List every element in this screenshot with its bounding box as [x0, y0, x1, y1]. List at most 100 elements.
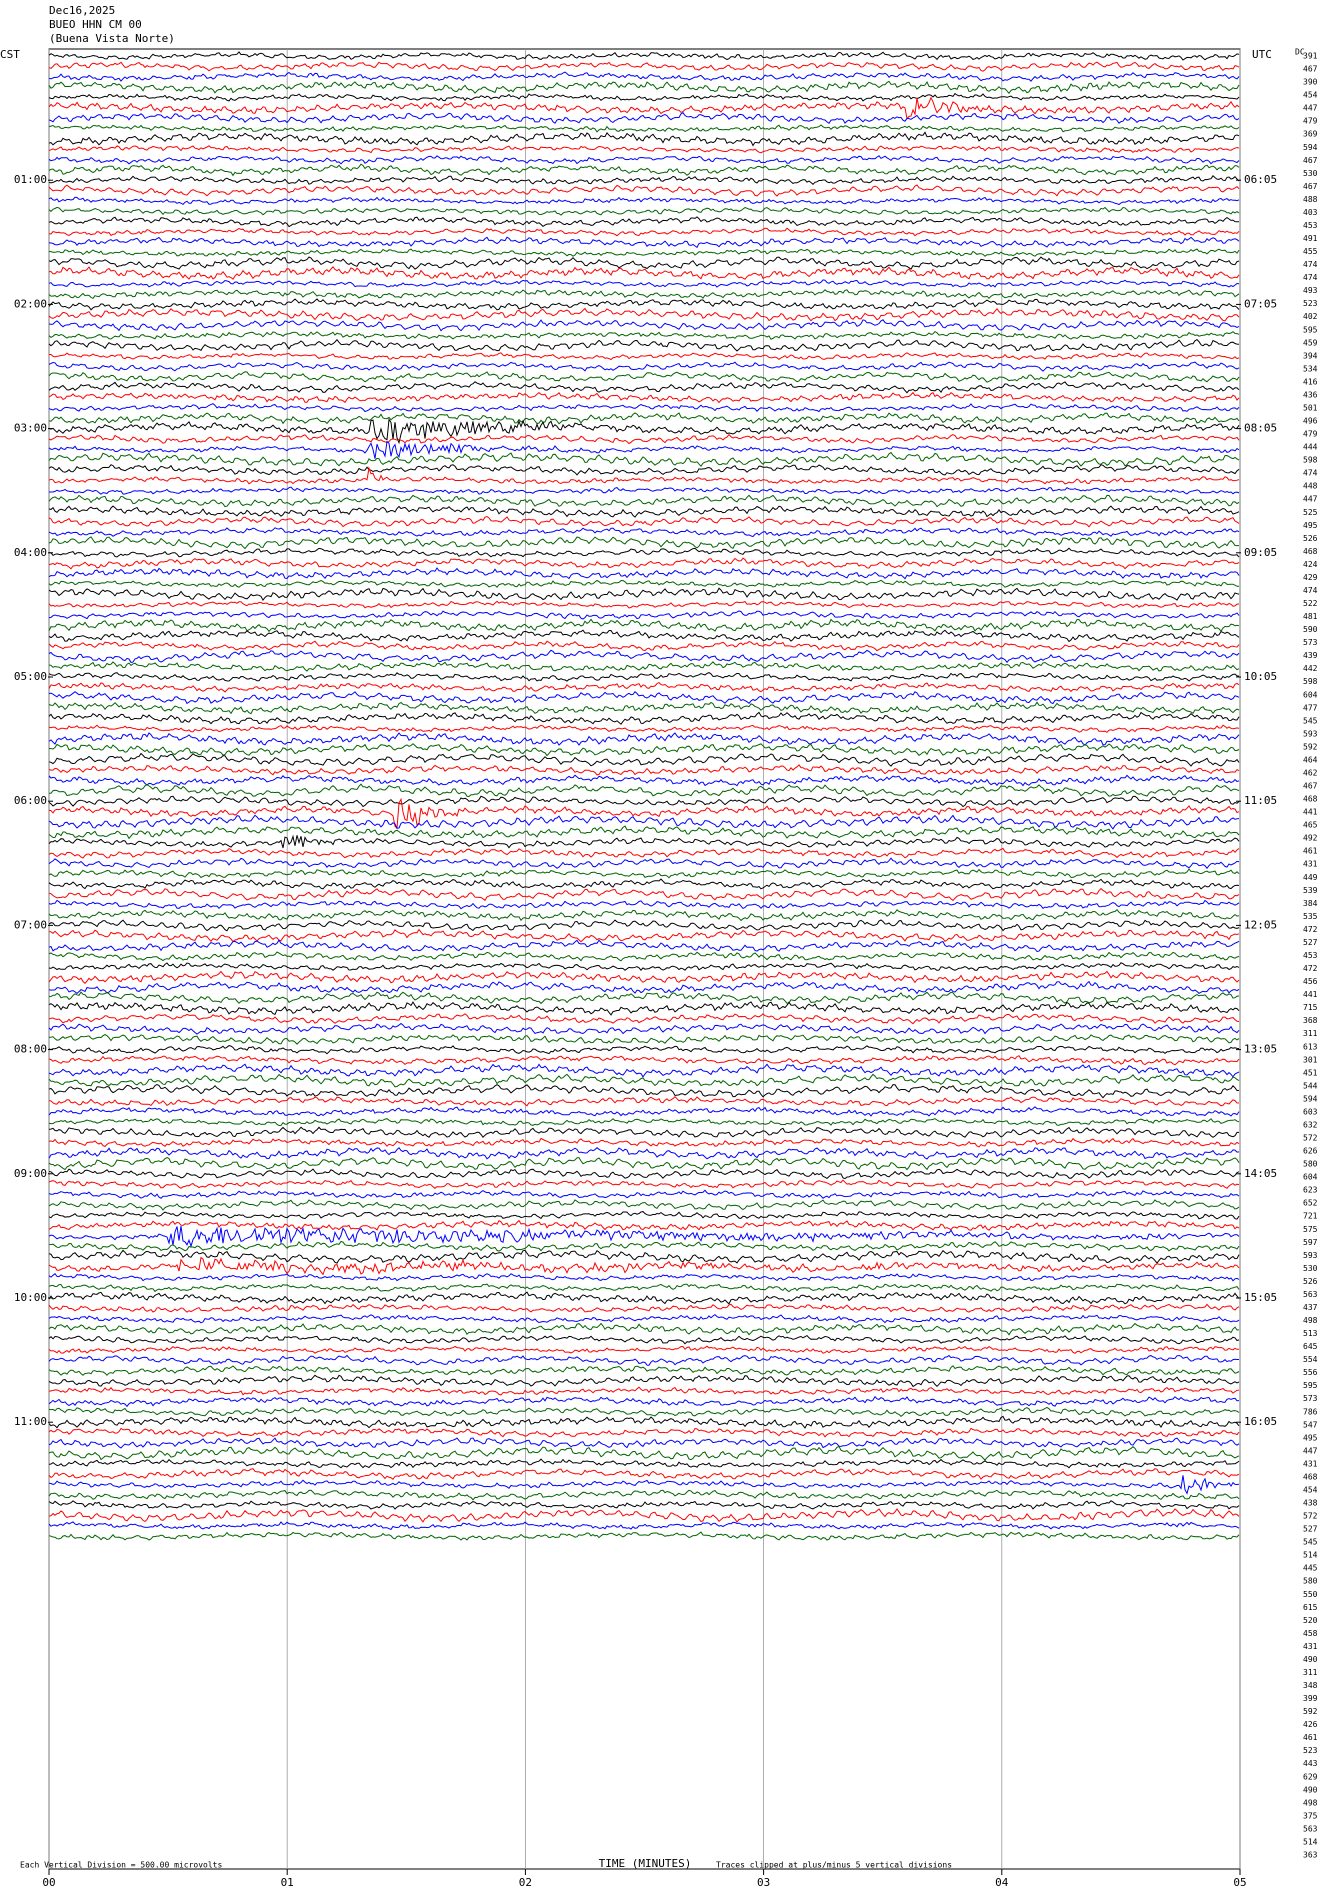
trace	[48, 361, 1240, 372]
right-time-label: 09:05	[1244, 546, 1277, 559]
trace	[48, 1365, 1240, 1376]
dc-value: 394	[1303, 351, 1318, 360]
trace	[48, 319, 1240, 332]
trace	[48, 175, 1240, 185]
traces	[48, 51, 1240, 1541]
dc-value: 456	[1303, 977, 1318, 986]
dc-value: 496	[1303, 417, 1318, 426]
trace	[48, 1406, 1240, 1417]
dc-value: 527	[1303, 938, 1318, 947]
trace	[48, 732, 1240, 746]
dc-value: 530	[1303, 169, 1318, 178]
dc-value: 573	[1303, 1394, 1318, 1403]
trace	[48, 1508, 1240, 1523]
dc-value: 593	[1303, 1251, 1318, 1260]
trace	[48, 61, 1240, 72]
trace	[48, 557, 1240, 570]
trace	[48, 1034, 1240, 1045]
dc-value: 547	[1303, 1420, 1318, 1429]
dc-value: 472	[1303, 925, 1318, 934]
dc-value: 786	[1303, 1407, 1318, 1416]
dc-value: 431	[1303, 1459, 1318, 1468]
x-tick-label: 05	[1233, 1876, 1246, 1889]
dc-value: 416	[1303, 377, 1318, 386]
trace	[48, 451, 1240, 467]
dc-value: 550	[1303, 1590, 1318, 1599]
left-time-label: 10:00	[14, 1291, 47, 1304]
dc-value: 603	[1303, 1107, 1318, 1116]
x-tick-label: 02	[519, 1876, 532, 1889]
dc-value: 468	[1303, 795, 1318, 804]
trace	[48, 403, 1240, 413]
dc-value: 368	[1303, 1016, 1318, 1025]
trace	[48, 825, 1240, 840]
dc-value: 474	[1303, 260, 1318, 269]
trace	[48, 391, 1240, 404]
x-tick-label: 04	[995, 1876, 1009, 1889]
trace	[48, 878, 1240, 890]
dc-value: 438	[1303, 1499, 1318, 1508]
dc-value: 468	[1303, 1472, 1318, 1481]
trace	[48, 298, 1240, 311]
trace	[48, 1475, 1240, 1495]
left-time-label: 07:00	[14, 918, 47, 931]
dc-value: 468	[1303, 547, 1318, 556]
dc-value: 522	[1303, 599, 1318, 608]
trace	[48, 1219, 1240, 1231]
dc-value: 461	[1303, 1733, 1318, 1742]
left-time-label: 02:00	[14, 297, 47, 310]
right-time-label: 13:05	[1244, 1043, 1277, 1056]
left-time-label: 04:00	[14, 546, 47, 559]
trace	[48, 814, 1240, 830]
x-tick-label: 03	[757, 1876, 770, 1889]
trace	[48, 1437, 1240, 1449]
right-time-label: 06:05	[1244, 173, 1277, 186]
dc-value: 453	[1303, 221, 1318, 230]
trace	[48, 795, 1240, 808]
dc-value: 472	[1303, 964, 1318, 973]
dc-value: 523	[1303, 299, 1318, 308]
trace	[48, 51, 1240, 61]
trace	[48, 124, 1240, 133]
trace	[48, 1055, 1240, 1066]
right-time-label: 10:05	[1244, 670, 1277, 683]
dc-value: 513	[1303, 1329, 1318, 1338]
right-title: UTC	[1252, 48, 1272, 61]
trace	[48, 248, 1240, 257]
dc-value: 399	[1303, 1694, 1318, 1703]
dc-value: 530	[1303, 1264, 1318, 1273]
left-time-label: 06:00	[14, 794, 47, 807]
dc-value: 481	[1303, 612, 1318, 621]
dc-value: 447	[1303, 104, 1318, 113]
dc-value: 436	[1303, 390, 1318, 399]
dc-value: 458	[1303, 1629, 1318, 1638]
trace	[48, 970, 1240, 985]
dc-value: 598	[1303, 677, 1318, 686]
trace	[48, 1146, 1240, 1160]
trace	[48, 289, 1240, 300]
dc-value: 467	[1303, 65, 1318, 74]
trace	[48, 1521, 1240, 1531]
trace	[48, 1189, 1240, 1199]
dc-value: 445	[1303, 1564, 1318, 1573]
dc-value: 626	[1303, 1147, 1318, 1156]
x-tick-label: 00	[42, 1876, 55, 1889]
dc-value: 441	[1303, 990, 1318, 999]
trace	[48, 1374, 1240, 1388]
right-time-label: 07:05	[1244, 297, 1277, 310]
trace	[48, 515, 1240, 528]
trace	[48, 1073, 1240, 1088]
trace	[48, 1063, 1240, 1078]
trace	[48, 618, 1240, 633]
trace	[48, 1345, 1239, 1354]
scale-note: Each Vertical Division = 500.00 microvol…	[20, 1861, 222, 1870]
trace	[48, 1157, 1240, 1171]
dc-value: 563	[1303, 1824, 1318, 1833]
location: (Buena Vista Norte)	[49, 32, 175, 45]
trace	[48, 536, 1239, 550]
trace	[48, 600, 1240, 609]
dc-value: 301	[1303, 1055, 1318, 1064]
trace	[48, 1415, 1240, 1429]
left-time-label: 05:00	[14, 670, 47, 683]
